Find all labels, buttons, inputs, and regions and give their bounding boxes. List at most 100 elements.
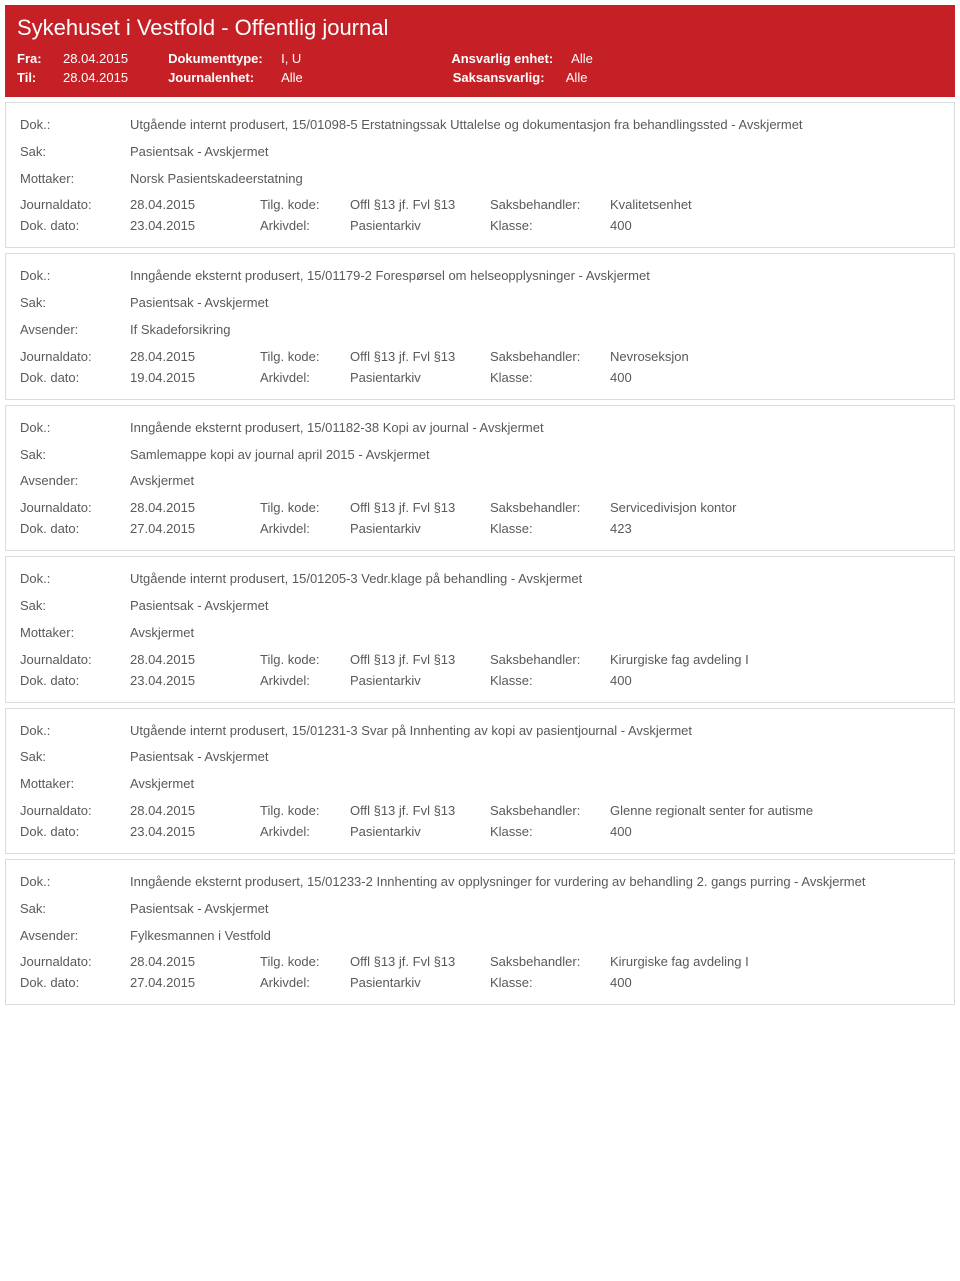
klasse-label: Klasse:: [490, 673, 610, 688]
journal-entry: Dok.: Inngående eksternt produsert, 15/0…: [5, 405, 955, 551]
klasse-value: 400: [610, 218, 940, 233]
sak-value: Pasientsak - Avskjermet: [130, 142, 268, 163]
klasse-value: 400: [610, 824, 940, 839]
dokdato-value: 27.04.2015: [130, 521, 260, 536]
saksbeh-label: Saksbehandler:: [490, 652, 610, 667]
dokdato-value: 27.04.2015: [130, 975, 260, 990]
dok-label: Dok.:: [20, 418, 130, 439]
sak-label: Sak:: [20, 596, 130, 617]
sak-value: Pasientsak - Avskjermet: [130, 899, 268, 920]
tilgkode-value: Offl §13 jf. Fvl §13: [350, 500, 490, 515]
journaldato-label: Journaldato:: [20, 349, 130, 364]
party-value: Norsk Pasientskadeerstatning: [130, 169, 303, 190]
journal-entry: Dok.: Utgående internt produsert, 15/012…: [5, 556, 955, 702]
arkivdel-label: Arkivdel:: [260, 370, 350, 385]
journaldato-label: Journaldato:: [20, 652, 130, 667]
saksbeh-label: Saksbehandler:: [490, 954, 610, 969]
arkivdel-value: Pasientarkiv: [350, 824, 490, 839]
dok-label: Dok.:: [20, 115, 130, 136]
sak-label: Sak:: [20, 142, 130, 163]
saksbeh-value: Kirurgiske fag avdeling I: [610, 954, 940, 969]
arkivdel-label: Arkivdel:: [260, 218, 350, 233]
sak-value: Pasientsak - Avskjermet: [130, 293, 268, 314]
dokdato-value: 23.04.2015: [130, 824, 260, 839]
journaldato-label: Journaldato:: [20, 197, 130, 212]
dok-label: Dok.:: [20, 872, 130, 893]
party-label: Avsender:: [20, 320, 130, 341]
arkivdel-value: Pasientarkiv: [350, 218, 490, 233]
arkivdel-value: Pasientarkiv: [350, 975, 490, 990]
arkivdel-label: Arkivdel:: [260, 824, 350, 839]
tilgkode-label: Tilg. kode:: [260, 500, 350, 515]
header-row-1: Fra: 28.04.2015 Dokumenttype: I, U Ansva…: [17, 51, 943, 66]
saksbeh-value: Kvalitetsenhet: [610, 197, 940, 212]
arkivdel-label: Arkivdel:: [260, 521, 350, 536]
journal-header: Sykehuset i Vestfold - Offentlig journal…: [5, 5, 955, 97]
til-label: Til:: [17, 70, 45, 85]
party-label: Mottaker:: [20, 623, 130, 644]
party-value: Avskjermet: [130, 471, 194, 492]
saksbeh-value: Servicedivisjon kontor: [610, 500, 940, 515]
sak-label: Sak:: [20, 445, 130, 466]
dokdato-label: Dok. dato:: [20, 673, 130, 688]
tilgkode-value: Offl §13 jf. Fvl §13: [350, 349, 490, 364]
party-label: Avsender:: [20, 926, 130, 947]
party-label: Mottaker:: [20, 169, 130, 190]
klasse-value: 400: [610, 673, 940, 688]
journalenhet-label: Journalenhet:: [168, 70, 263, 85]
saksbeh-label: Saksbehandler:: [490, 500, 610, 515]
dokdato-label: Dok. dato:: [20, 370, 130, 385]
doktype-label: Dokumenttype:: [168, 51, 263, 66]
journal-entry: Dok.: Inngående eksternt produsert, 15/0…: [5, 253, 955, 399]
tilgkode-value: Offl §13 jf. Fvl §13: [350, 803, 490, 818]
party-value: Fylkesmannen i Vestfold: [130, 926, 271, 947]
sak-value: Samlemappe kopi av journal april 2015 - …: [130, 445, 430, 466]
sak-value: Pasientsak - Avskjermet: [130, 747, 268, 768]
sak-label: Sak:: [20, 899, 130, 920]
journaldato-value: 28.04.2015: [130, 197, 260, 212]
dok-label: Dok.:: [20, 569, 130, 590]
saksbeh-value: Nevroseksjon: [610, 349, 940, 364]
saksbeh-label: Saksbehandler:: [490, 349, 610, 364]
dokdato-value: 23.04.2015: [130, 218, 260, 233]
til-value: 28.04.2015: [63, 70, 128, 85]
dok-label: Dok.:: [20, 266, 130, 287]
journaldato-label: Journaldato:: [20, 500, 130, 515]
tilgkode-label: Tilg. kode:: [260, 652, 350, 667]
dokdato-label: Dok. dato:: [20, 824, 130, 839]
journaldato-label: Journaldato:: [20, 954, 130, 969]
journaldato-value: 28.04.2015: [130, 349, 260, 364]
tilgkode-value: Offl §13 jf. Fvl §13: [350, 197, 490, 212]
journaldato-value: 28.04.2015: [130, 803, 260, 818]
arkivdel-value: Pasientarkiv: [350, 370, 490, 385]
dok-value: Inngående eksternt produsert, 15/01179-2…: [130, 266, 650, 287]
arkivdel-label: Arkivdel:: [260, 673, 350, 688]
dokdato-label: Dok. dato:: [20, 218, 130, 233]
ansvarlig-label: Ansvarlig enhet:: [451, 51, 553, 66]
dokdato-label: Dok. dato:: [20, 521, 130, 536]
sak-label: Sak:: [20, 293, 130, 314]
party-label: Mottaker:: [20, 774, 130, 795]
dok-value: Inngående eksternt produsert, 15/01182-3…: [130, 418, 544, 439]
ansvarlig-value: Alle: [571, 51, 593, 66]
journalenhet-value: Alle: [281, 70, 303, 85]
journaldato-value: 28.04.2015: [130, 500, 260, 515]
journaldato-value: 28.04.2015: [130, 954, 260, 969]
tilgkode-label: Tilg. kode:: [260, 803, 350, 818]
dok-label: Dok.:: [20, 721, 130, 742]
dok-value: Inngående eksternt produsert, 15/01233-2…: [130, 872, 865, 893]
klasse-value: 400: [610, 370, 940, 385]
header-row-2: Til: 28.04.2015 Journalenhet: Alle Saksa…: [17, 70, 943, 85]
dokdato-value: 19.04.2015: [130, 370, 260, 385]
klasse-value: 400: [610, 975, 940, 990]
klasse-value: 423: [610, 521, 940, 536]
journal-entry: Dok.: Utgående internt produsert, 15/010…: [5, 102, 955, 248]
doktype-value: I, U: [281, 51, 301, 66]
journaldato-label: Journaldato:: [20, 803, 130, 818]
fra-label: Fra:: [17, 51, 45, 66]
party-value: Avskjermet: [130, 774, 194, 795]
dokdato-value: 23.04.2015: [130, 673, 260, 688]
saksbeh-label: Saksbehandler:: [490, 803, 610, 818]
dok-value: Utgående internt produsert, 15/01205-3 V…: [130, 569, 582, 590]
saksbeh-value: Kirurgiske fag avdeling I: [610, 652, 940, 667]
